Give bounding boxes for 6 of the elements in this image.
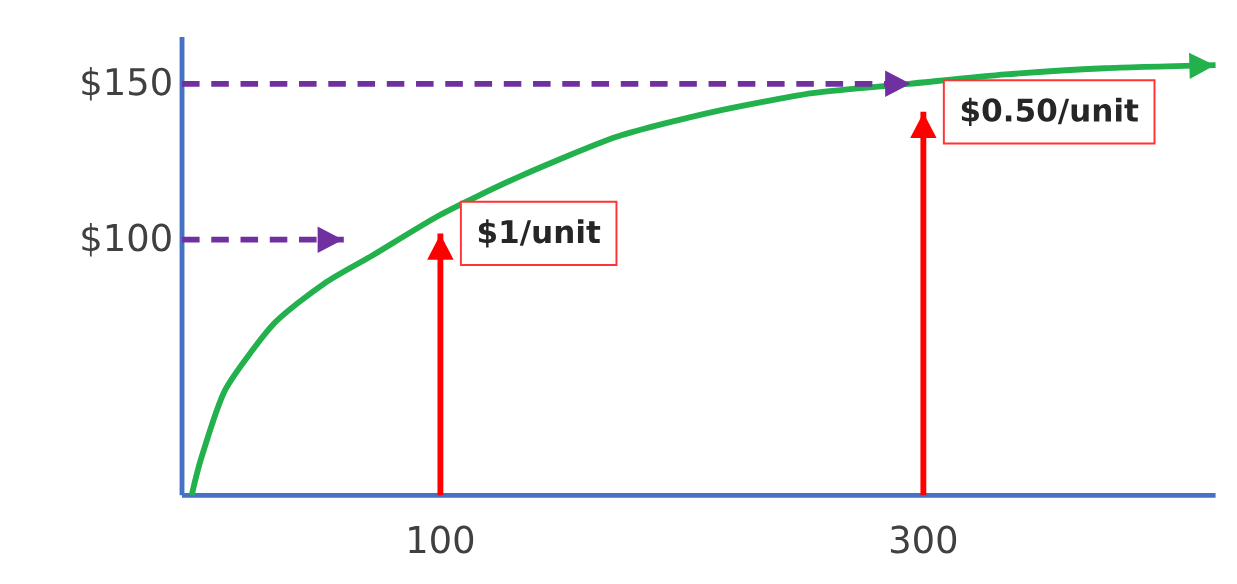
y-tick-label: $150: [82, 67, 171, 101]
y-tick-label: $100: [82, 222, 171, 257]
annotation: $0.50/unit: [961, 97, 1139, 126]
annotation: $1/unit: [478, 219, 601, 248]
x-tick-label: 300: [890, 525, 957, 554]
x-tick-label: 100: [409, 525, 474, 554]
